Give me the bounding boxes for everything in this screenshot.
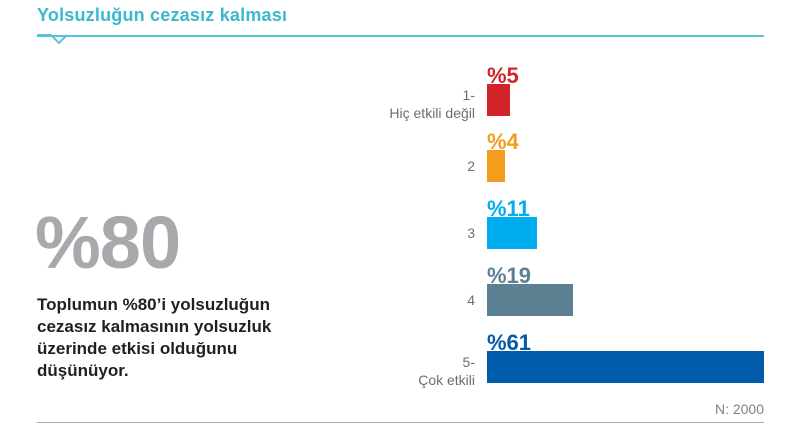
category-label-line: Hiç etkili değil [389,105,475,121]
data-label-4: %19 [487,263,532,288]
category-label-line: 1- [462,87,475,103]
bar-4 [487,284,573,316]
category-label-line: 5- [462,354,475,370]
data-label-3: %11 [487,196,530,221]
category-label-line: 3 [467,225,475,241]
bottom-divider [37,422,764,423]
category-label-2: 2 [467,157,475,175]
category-label-4: 4 [467,291,475,309]
notch-icon [37,34,68,45]
sample-size-note: N: 2000 [714,401,764,417]
highlight-value: %80 [35,201,181,284]
bar-3 [487,217,537,249]
category-label-1: 1- Hiç etkili değil [389,86,475,122]
bar-1 [487,84,510,116]
title-divider [37,34,764,45]
data-label-5: %61 [487,330,532,355]
data-label-1: %5 [487,63,519,88]
category-label-5: 5- Çok etkili [418,353,475,389]
category-label-line: Çok etkili [418,372,475,388]
category-label-line: 2 [467,158,475,174]
data-label-2: %4 [487,129,519,154]
bar-2 [487,150,505,182]
chart-title: Yolsuzluğun cezasız kalması [37,5,288,25]
category-label-line: 4 [467,292,475,308]
highlight-description: Toplumun %80’i yolsuzluğun cezasız kalma… [37,295,272,380]
bar-5 [487,351,764,383]
category-label-3: 3 [467,224,475,242]
